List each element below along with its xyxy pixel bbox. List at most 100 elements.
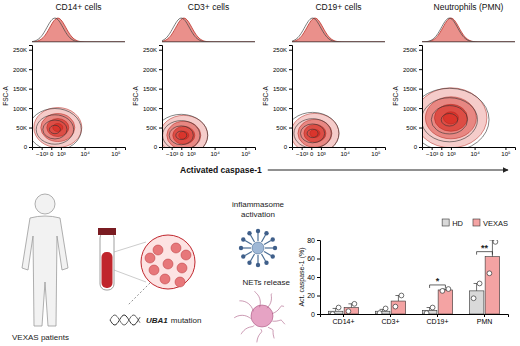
axis-line [423,148,516,151]
tick-label: 200K [143,67,157,73]
tick: 10⁵ [371,147,381,157]
inflammasome-unit [271,237,275,241]
tick-mark [302,147,303,150]
tick: 200K [143,67,162,73]
tick: 60 [307,255,320,262]
bar-chart: CD14+CD3+CD19+PMN020406080Act. caspase-1… [298,219,509,325]
net-strand [257,329,262,342]
tick: 0 [50,147,54,157]
contour-vexas [173,126,195,144]
axis-title: Act. caspase-1 (%) [298,247,306,306]
axis-arrow [268,170,508,171]
tick: 50K [146,125,162,131]
legend: VEXASHD [442,219,508,228]
flow-panel: Neutrophils (PMN)−10³010³10⁴10⁵050K100K1… [392,2,516,157]
inflammasome-unit [256,263,260,267]
axis-title: FSC-A [262,86,269,106]
tick-mark [159,128,162,129]
inflammasome-spoke [243,247,251,248]
tick-mark [289,89,292,90]
point [377,311,382,314]
axis: 0 50K 100K 150K 200K 250K [13,46,33,151]
histogram [162,18,255,42]
contour-hd [294,119,331,147]
tick-label: 10³ [57,151,66,157]
tick-label: 50K [276,125,287,131]
axis: −10³010³10⁴10⁵ [33,147,126,157]
point [440,288,445,293]
point [471,296,476,301]
tick-label: −10³ [426,151,438,157]
contours [292,112,339,147]
tick-label: 250K [403,47,417,53]
illustration: VEXAS patientsUBA1mutationinflammasomeac… [12,194,291,342]
tick: −10³ [166,147,178,157]
inflammasome-unit [256,229,260,233]
inflammasome-unit [271,254,275,258]
zoom-line [114,270,146,282]
tick-label: −10³ [36,151,48,157]
tick-mark [432,147,433,150]
tick-mark [437,314,438,317]
tick-label: 50K [16,125,27,131]
histogram-baseline [162,42,255,43]
tick-label: 10⁵ [501,151,511,157]
tick: 10⁵ [241,147,251,157]
tick-label: 0 [24,144,28,150]
tick-mark [159,89,162,90]
tick-mark [505,147,506,150]
tick-mark [317,240,320,241]
tick: 0 [284,144,292,150]
tick-mark [345,147,346,150]
contour-hd [300,124,324,143]
tick-mark [191,147,192,150]
tick-label: 200K [13,67,27,73]
tick-mark [311,147,312,150]
significance-label: ** [481,243,489,253]
figure: CD14+ cells−10³010³10⁴10⁵050K100K150K200… [0,0,520,346]
error-bar [398,296,399,302]
axis-line [29,46,33,148]
tick-label: 250K [13,47,27,53]
inflammasome-unit [273,246,277,250]
tick: 10⁴ [340,147,350,157]
histogram [32,18,125,42]
tick: 150K [403,86,422,92]
contour-hd [422,88,489,147]
legend-swatch [442,219,449,226]
point [477,281,482,286]
tick-mark [181,147,182,150]
cell [177,263,187,273]
tick: 80 [307,237,320,244]
tick-mark [159,69,162,70]
inflammasome-spoke [251,235,255,242]
tick-label: 200K [273,67,287,73]
histogram [292,18,385,42]
tick-label: 150K [13,86,27,92]
inflammasome-spoke [262,235,266,242]
tick: 50K [406,125,422,131]
axis-line [321,315,509,318]
flow-panel: CD19+ cells−10³010³10⁴10⁵050K100K150K200… [262,2,386,157]
legend-label: VEXAS [483,219,508,228]
cell [160,274,170,284]
person-head [35,194,55,214]
tick-label: 100K [143,106,157,112]
axis: −10³010³10⁴10⁵ [293,147,386,157]
label: VEXAS patients [12,333,69,342]
tick: 100K [13,106,32,112]
tick-label: 10⁵ [241,151,251,157]
inflammasome-spoke [265,247,273,248]
tick-mark [451,147,452,150]
tick-mark [42,147,43,150]
axis-title: Activated caspase-1 [180,165,262,175]
tick: 10⁴ [470,147,480,157]
contours [32,108,82,147]
tick: 10³ [447,147,456,157]
point [383,306,388,311]
tick: 10⁵ [111,147,121,157]
point [352,301,357,306]
tick-mark [317,259,320,260]
contour-vexas [434,104,467,131]
error-bar [335,308,336,311]
